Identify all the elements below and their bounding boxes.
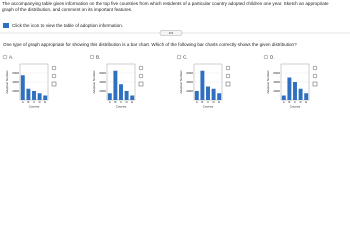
x-tick-label: C xyxy=(120,100,122,104)
bar xyxy=(206,86,210,100)
option-label: A. xyxy=(9,54,13,59)
radio[interactable] xyxy=(2,54,8,60)
bar xyxy=(119,84,123,100)
bar xyxy=(200,70,205,100)
zoom-in-icon[interactable] xyxy=(138,65,144,71)
expand-dots: ••• xyxy=(169,30,174,35)
y-tick-label: 4000 xyxy=(12,80,19,84)
radio[interactable] xyxy=(89,54,95,60)
y-tick-label: 2000 xyxy=(99,89,106,93)
bar xyxy=(194,91,199,100)
bar xyxy=(43,95,48,100)
y-tick-label: 6000 xyxy=(12,71,19,75)
y-tick-label: 2000 xyxy=(186,89,193,93)
radio[interactable] xyxy=(176,54,182,60)
x-tick-label: B xyxy=(201,100,203,104)
popout-icon[interactable] xyxy=(225,81,231,87)
zoom-out-icon[interactable] xyxy=(312,73,318,79)
x-tick-label: D xyxy=(300,100,302,104)
x-tick-label: D xyxy=(213,100,215,104)
bar xyxy=(113,70,118,100)
question: One type of graph appropriate for showin… xyxy=(3,42,297,47)
page: The accompanying table gives information… xyxy=(0,1,350,108)
x-tick-label: E xyxy=(218,100,220,104)
x-tick-label: D xyxy=(126,100,128,104)
popout-icon[interactable] xyxy=(138,81,144,87)
bar xyxy=(298,88,303,100)
instructions-box: The accompanying table gives information… xyxy=(2,1,329,12)
x-tick-label: C xyxy=(33,100,35,104)
bar xyxy=(281,95,286,100)
expand-button[interactable] xyxy=(159,30,183,36)
bar xyxy=(287,77,292,100)
x-tick-label: C xyxy=(294,100,296,104)
bar xyxy=(304,93,309,100)
x-axis-label: Country xyxy=(290,104,301,108)
option-label: D. xyxy=(270,54,275,59)
y-axis-label: Adoption Number xyxy=(5,70,9,93)
option-label: B. xyxy=(96,54,100,59)
y-tick-label: 2000 xyxy=(12,89,19,93)
x-tick-label: A xyxy=(196,100,198,104)
x-axis-label: Country xyxy=(116,104,127,108)
bar xyxy=(124,91,129,100)
table-link[interactable]: Click the icon to view the table of adop… xyxy=(12,23,123,28)
x-axis-label: Country xyxy=(203,104,214,108)
popout-icon[interactable] xyxy=(312,81,318,87)
y-tick-label: 6000 xyxy=(186,71,193,75)
x-tick-label: E xyxy=(131,100,133,104)
table-icon[interactable] xyxy=(3,23,9,28)
zoom-out-icon[interactable] xyxy=(225,73,231,79)
y-axis-label: Adoption Number xyxy=(266,70,270,93)
x-tick-label: B xyxy=(114,100,116,104)
x-tick-label: A xyxy=(283,100,285,104)
bar xyxy=(32,91,36,100)
x-tick-label: D xyxy=(39,100,41,104)
bar xyxy=(107,93,112,100)
bar xyxy=(20,75,25,100)
instructions: The accompanying table gives information… xyxy=(2,1,329,12)
x-axis-label: Country xyxy=(29,104,40,108)
zoom-out-icon[interactable] xyxy=(51,73,57,79)
zoom-in-icon[interactable] xyxy=(312,65,318,71)
x-tick-label: E xyxy=(305,100,307,104)
y-axis-label: Adoption Number xyxy=(92,70,96,93)
x-tick-label: E xyxy=(44,100,46,104)
bar xyxy=(217,93,222,100)
y-tick-label: 4000 xyxy=(273,80,280,84)
option-label: C. xyxy=(183,54,188,59)
bar xyxy=(293,82,297,100)
bar xyxy=(26,88,31,100)
x-tick-label: A xyxy=(109,100,111,104)
y-tick-label: 6000 xyxy=(273,71,280,75)
x-tick-label: A xyxy=(22,100,24,104)
y-axis-label: Adoption Number xyxy=(179,70,183,93)
popout-icon[interactable] xyxy=(51,81,57,87)
bar xyxy=(130,95,135,100)
y-tick-label: 4000 xyxy=(186,80,193,84)
zoom-out-icon[interactable] xyxy=(138,73,144,79)
bar xyxy=(37,93,42,100)
x-tick-label: B xyxy=(288,100,290,104)
zoom-in-icon[interactable] xyxy=(51,65,57,71)
x-tick-label: C xyxy=(207,100,209,104)
bar xyxy=(211,88,216,100)
y-tick-label: 2000 xyxy=(273,89,280,93)
y-tick-label: 6000 xyxy=(99,71,106,75)
y-tick-label: 4000 xyxy=(99,80,106,84)
zoom-in-icon[interactable] xyxy=(225,65,231,71)
radio[interactable] xyxy=(263,54,269,60)
x-tick-label: B xyxy=(27,100,29,104)
